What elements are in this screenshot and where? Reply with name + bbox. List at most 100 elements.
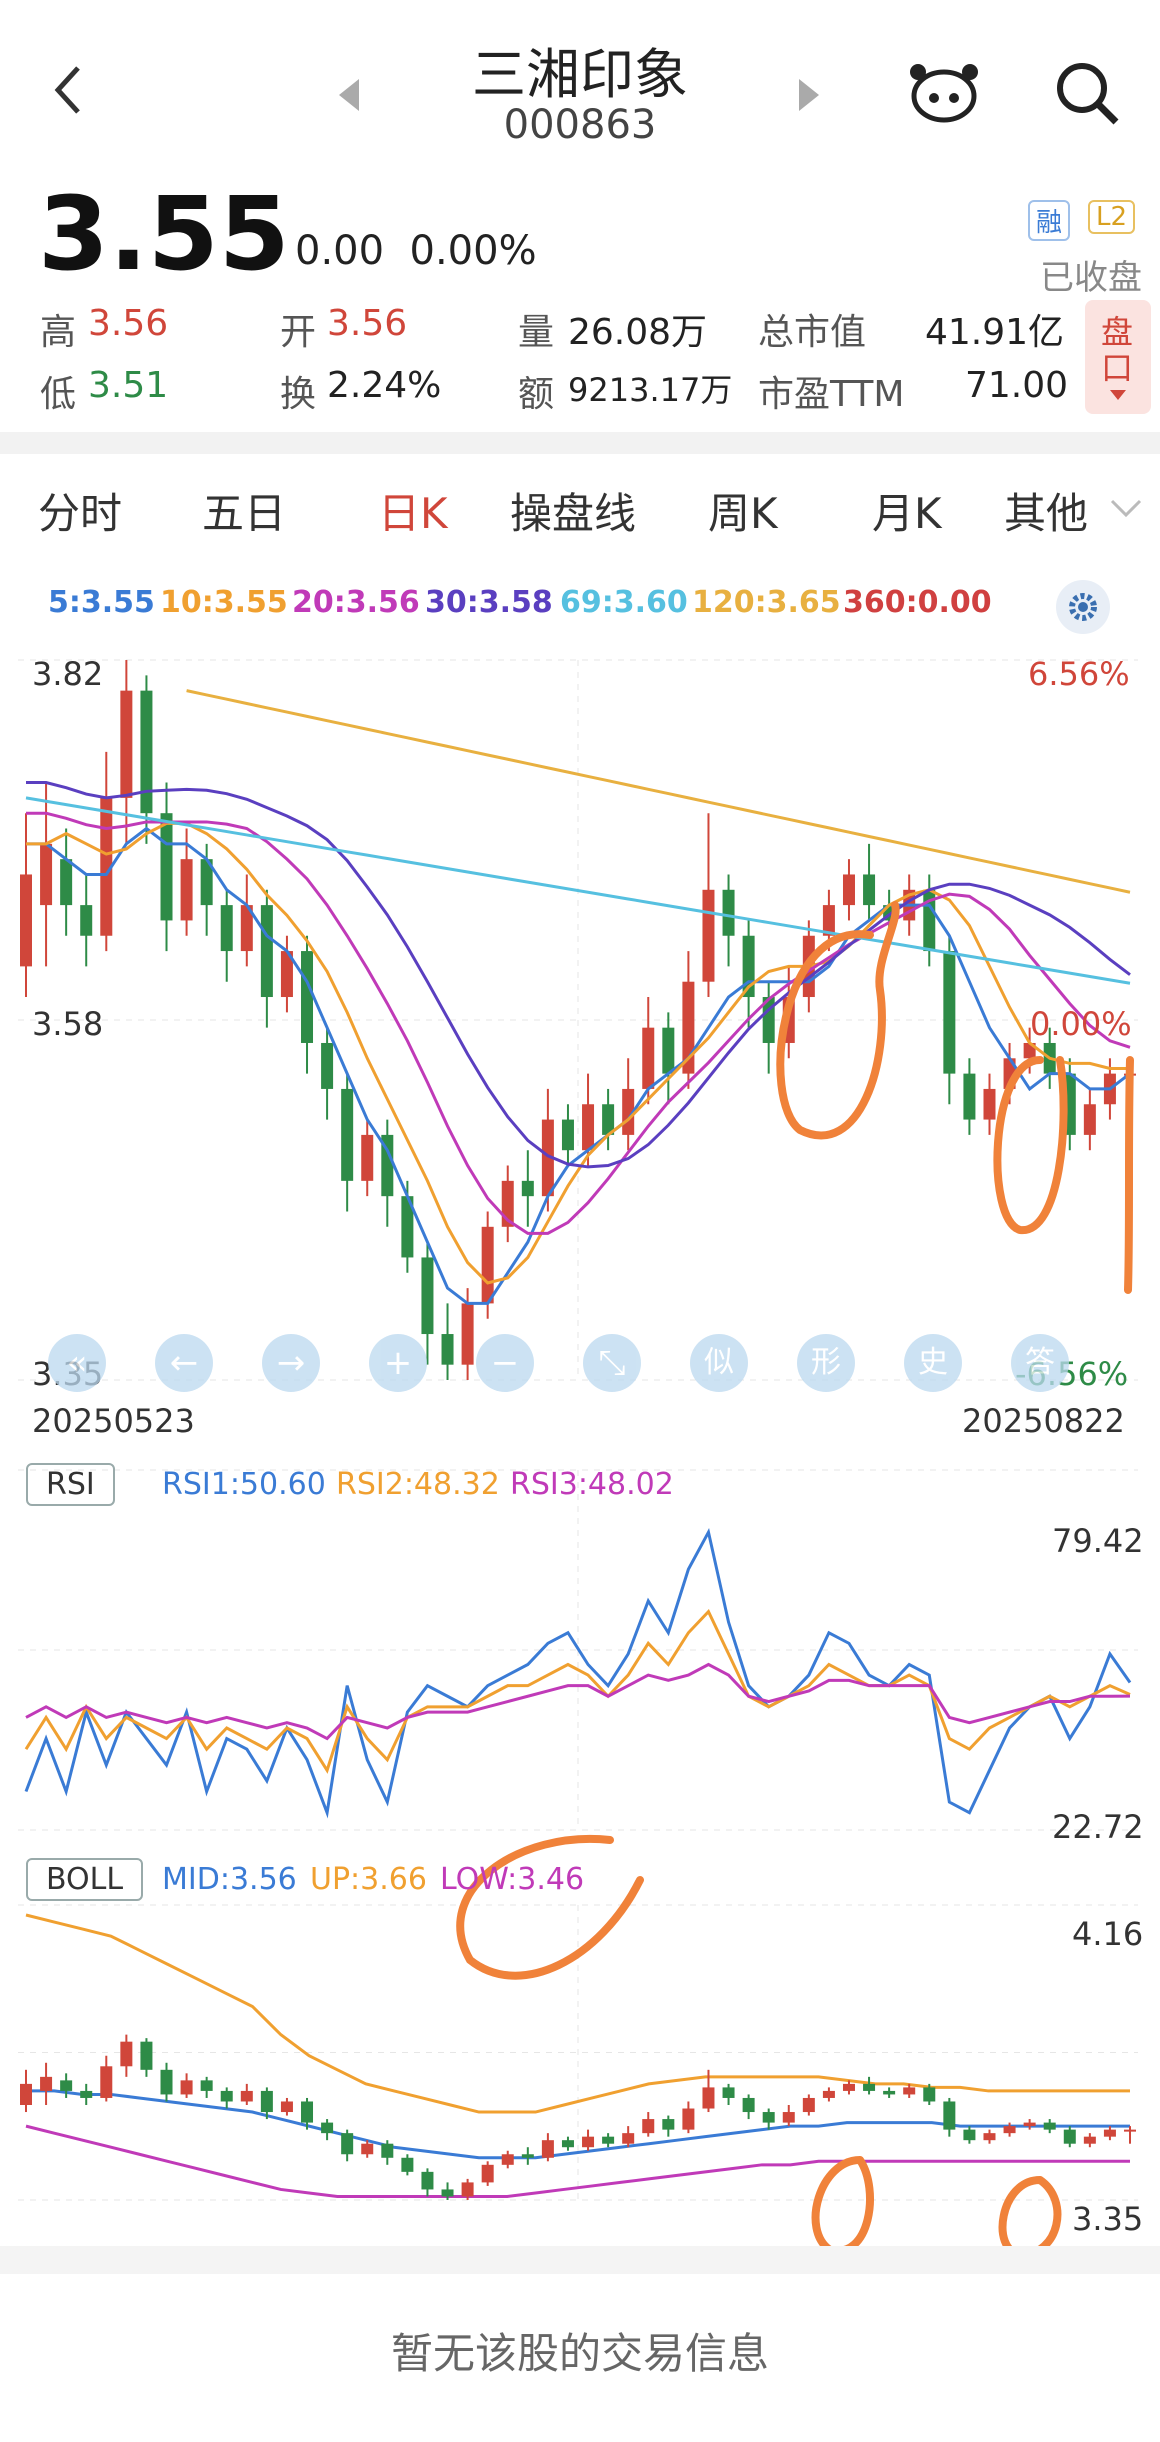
zoom-out-button[interactable]: − [476, 1334, 534, 1392]
candle-body [401, 1196, 414, 1258]
candle-body [321, 1042, 334, 1089]
high-value: 3.56 [88, 303, 169, 344]
boll-candle-body [983, 2133, 996, 2141]
boll-selector[interactable]: BOLL [26, 1858, 144, 1901]
boll-candle-body [541, 2140, 554, 2158]
candle-body [541, 1119, 554, 1197]
y-axis-top: 3.82 [32, 655, 104, 693]
answer-button[interactable]: 答 [1011, 1334, 1069, 1392]
candle-body [180, 859, 193, 921]
history-button[interactable]: 史 [904, 1334, 962, 1392]
amount-label: 额 [518, 374, 555, 415]
triangle-right-icon [799, 79, 819, 111]
boll-candle-body [180, 2080, 193, 2095]
tab-five-day[interactable]: 五日 [202, 489, 287, 538]
footer-divider [0, 2246, 1160, 2274]
fullscreen-button[interactable]: ⤡ [583, 1334, 641, 1392]
boll-candle-body [903, 2087, 916, 2095]
ma5-line [26, 826, 1131, 1305]
candle-body [100, 797, 113, 936]
candle-body [963, 1073, 976, 1120]
chevron-down-icon[interactable] [1108, 495, 1144, 521]
candle-body [260, 905, 273, 998]
candle-body [220, 905, 233, 952]
candle-body [983, 1088, 996, 1120]
back-button[interactable] [48, 60, 88, 120]
boll-line-up [25, 1913, 1130, 2114]
candle-body [80, 905, 93, 936]
caret-down-icon [1110, 390, 1126, 400]
amount-value: 9213.17万 [568, 371, 733, 409]
rsi-selector[interactable]: RSI [26, 1463, 115, 1506]
boll-top: 4.16 [1072, 1915, 1144, 1953]
search-button[interactable] [1052, 58, 1122, 128]
boll-candle-body [80, 2090, 93, 2098]
l2-badge: L2 [1088, 200, 1136, 234]
boll-candle-body [100, 2066, 113, 2098]
turnover-value: 2.24% [327, 365, 442, 406]
pattern-button[interactable]: 形 [797, 1334, 855, 1392]
candle-body [481, 1226, 494, 1304]
ma10-line [26, 821, 1130, 1285]
rsi1-value: RSI1:50.60 [162, 1467, 326, 1502]
prev-stock-button[interactable] [335, 75, 365, 115]
settings-button[interactable] [1056, 580, 1110, 634]
date-end: 20250822 [962, 1402, 1125, 1440]
candle-body [120, 690, 133, 798]
candle-body [702, 889, 715, 982]
mascot-button[interactable] [908, 60, 980, 124]
next-stock-button[interactable] [793, 75, 823, 115]
tab-trading-line[interactable]: 操盘线 [510, 489, 637, 538]
candle-body [602, 1104, 615, 1135]
ma20-line [26, 811, 1131, 1235]
boll-candle-body [220, 2090, 233, 2102]
boll-candle-body [923, 2087, 936, 2102]
boll-candle-body [20, 2083, 32, 2105]
candle-body [822, 905, 835, 936]
boll-candle-body [381, 2143, 394, 2158]
boll-candle-body [943, 2101, 956, 2130]
boll-candle-body [762, 2112, 775, 2123]
tab-intraday[interactable]: 分时 [38, 489, 123, 538]
candle-body [280, 951, 293, 998]
boll-candle-body [160, 2069, 173, 2095]
tab-other[interactable]: 其他 [1004, 489, 1089, 538]
candle-body [20, 874, 32, 967]
candle-body [642, 1027, 655, 1089]
candle-body [40, 843, 53, 906]
candle-body [662, 1027, 675, 1074]
tab-weekly-k[interactable]: 周K [708, 489, 778, 538]
candle-body [160, 813, 173, 921]
boll-candle-body [662, 2119, 675, 2130]
similar-button[interactable]: 似 [690, 1334, 748, 1392]
order-book-button[interactable]: 盘口 [1085, 300, 1151, 414]
pe-value: 71.00 [965, 365, 1069, 406]
rsi2-value: RSI2:48.32 [336, 1467, 500, 1502]
kline-chart [18, 659, 1138, 2250]
section-divider [0, 432, 1160, 454]
boll-candle-body [341, 2133, 354, 2155]
nav-rewind-button[interactable]: « [48, 1334, 106, 1392]
pct-top: 6.56% [1028, 655, 1130, 693]
ma120-label: 120:3.65 [692, 585, 841, 620]
tab-daily-k[interactable]: 日K [378, 489, 448, 538]
ma30-label: 30:3.58 [425, 585, 553, 620]
nav-right-button[interactable]: → [262, 1334, 320, 1392]
tab-monthly-k[interactable]: 月K [872, 489, 942, 538]
candle-body [200, 859, 213, 906]
last-price: 3.55 [38, 175, 290, 294]
boll-candle-body [260, 2090, 273, 2113]
candle-body [140, 690, 153, 814]
boll-candle-body [140, 2041, 153, 2070]
hand-annotation [998, 2176, 1062, 2250]
open-label: 开 [280, 312, 317, 353]
boll-candle-body [802, 2097, 815, 2113]
nav-left-button[interactable]: ← [155, 1334, 213, 1392]
zoom-in-button[interactable]: + [369, 1334, 427, 1392]
candle-body [421, 1257, 434, 1335]
candle-body [240, 905, 253, 952]
boll-candle-body [782, 2112, 795, 2123]
hand-annotation [456, 1834, 644, 1980]
hand-annotation [1124, 1056, 1134, 1294]
pe-label: 市盈TTM [758, 374, 905, 415]
